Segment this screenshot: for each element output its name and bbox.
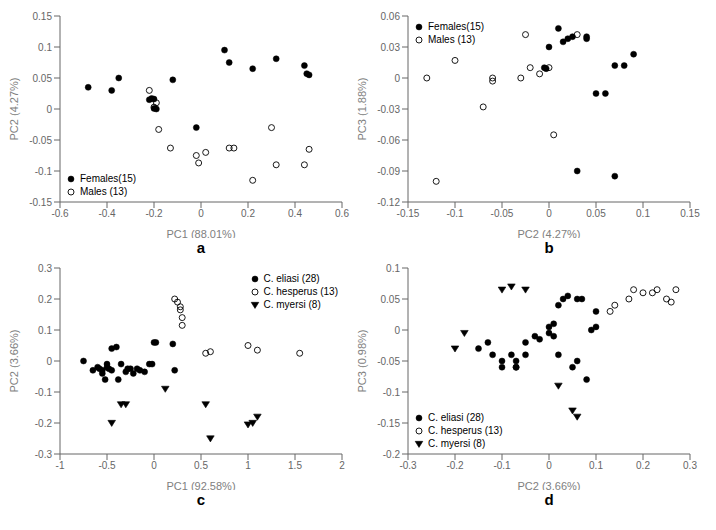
svg-text:0.3: 0.3 [683,460,697,471]
svg-text:-1: -1 [56,460,65,471]
svg-text:0: 0 [546,208,552,219]
svg-text:-0.6: -0.6 [51,208,69,219]
svg-text:0: 0 [151,460,157,471]
svg-text:1.5: 1.5 [288,460,302,471]
svg-text:0: 0 [394,73,400,84]
svg-text:-0.09: -0.09 [377,166,400,177]
svg-text:-0.5: -0.5 [98,460,116,471]
svg-text:PC2 (4.27%): PC2 (4.27%) [518,228,581,238]
svg-text:0.1: 0.1 [38,42,52,53]
svg-text:PC1 (88.01%): PC1 (88.01%) [166,228,235,238]
svg-text:0.2: 0.2 [636,460,650,471]
svg-text:-0.05: -0.05 [377,356,400,367]
svg-text:0.3: 0.3 [38,263,52,274]
svg-text:PC3 (1.88%): PC3 (1.88%) [356,78,368,141]
svg-text:0.05: 0.05 [33,73,53,84]
html-text:C. myersi (8): C. myersi (8) [263,299,321,310]
svg-text:1: 1 [245,460,251,471]
svg-text:0.6: 0.6 [335,208,349,219]
svg-text:-0.1: -0.1 [35,166,53,177]
svg-text:-0.05: -0.05 [29,135,52,146]
svg-text:0.06: 0.06 [381,11,401,22]
svg-text:-0.03: -0.03 [377,104,400,115]
svg-text:0.1: 0.1 [636,208,650,219]
svg-text:-0.4: -0.4 [98,208,116,219]
svg-text:-0.15: -0.15 [397,208,420,219]
svg-text:-0.1: -0.1 [383,387,401,398]
html-text:d: d [544,491,554,508]
svg-text:-0.05: -0.05 [491,208,514,219]
svg-text:0.15: 0.15 [680,208,700,219]
html-text:Males (13): Males (13) [428,34,476,45]
svg-text:0.05: 0.05 [586,208,606,219]
svg-text:-0.2: -0.2 [383,449,401,460]
svg-text:PC2 (4.27%): PC2 (4.27%) [8,78,20,141]
svg-text:-0.2: -0.2 [145,208,163,219]
svg-text:-0.1: -0.1 [493,460,511,471]
svg-text:0.05: 0.05 [381,294,401,305]
html-text:a: a [196,239,206,256]
svg-text:0.1: 0.1 [589,460,603,471]
svg-text:-0.3: -0.3 [35,449,53,460]
html-text:C. myersi (8): C. myersi (8) [428,438,486,449]
svg-text:2: 2 [339,460,345,471]
svg-text:0: 0 [394,325,400,336]
svg-text:0.5: 0.5 [194,460,208,471]
html-text:Males (13): Males (13) [80,186,128,197]
svg-text:-0.12: -0.12 [377,197,400,208]
html-text:Females(15): Females(15) [80,173,137,184]
svg-text:0.2: 0.2 [241,208,255,219]
svg-text:0.1: 0.1 [386,263,400,274]
svg-text:-0.15: -0.15 [377,418,400,429]
html-text:b: b [544,239,554,256]
svg-text:PC2 (3.66%): PC2 (3.66%) [8,330,20,393]
html-text:c: c [196,491,206,508]
svg-text:0: 0 [198,208,204,219]
svg-text:0: 0 [46,104,52,115]
svg-text:0: 0 [546,460,552,471]
html-text:C. eliasi (28): C. eliasi (28) [428,412,485,423]
html-text:C. eliasi (28): C. eliasi (28) [263,273,320,284]
svg-text:0.2: 0.2 [38,294,52,305]
svg-text:-0.1: -0.1 [446,208,464,219]
svg-text:PC3 (0.98%): PC3 (0.98%) [356,330,368,393]
svg-text:-0.2: -0.2 [446,460,464,471]
svg-text:-0.3: -0.3 [399,460,417,471]
html-text:C. hesperus (13): C. hesperus (13) [263,286,338,297]
svg-text:PC2 (3.66%): PC2 (3.66%) [518,480,581,490]
svg-text:PC1 (92.58%): PC1 (92.58%) [166,480,235,490]
svg-text:0.03: 0.03 [381,42,401,53]
svg-text:-0.15: -0.15 [29,197,52,208]
svg-text:0.4: 0.4 [288,208,302,219]
svg-text:0.1: 0.1 [38,325,52,336]
svg-text:-0.1: -0.1 [35,387,53,398]
svg-text:-0.06: -0.06 [377,135,400,146]
svg-text:0.15: 0.15 [33,11,53,22]
svg-text:0: 0 [46,356,52,367]
svg-text:-0.2: -0.2 [35,418,53,429]
html-text:C. hesperus (13): C. hesperus (13) [428,425,503,436]
html-text:Females(15): Females(15) [428,21,485,32]
